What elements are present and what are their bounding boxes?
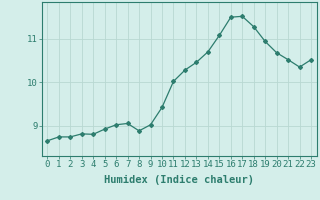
X-axis label: Humidex (Indice chaleur): Humidex (Indice chaleur): [104, 175, 254, 185]
